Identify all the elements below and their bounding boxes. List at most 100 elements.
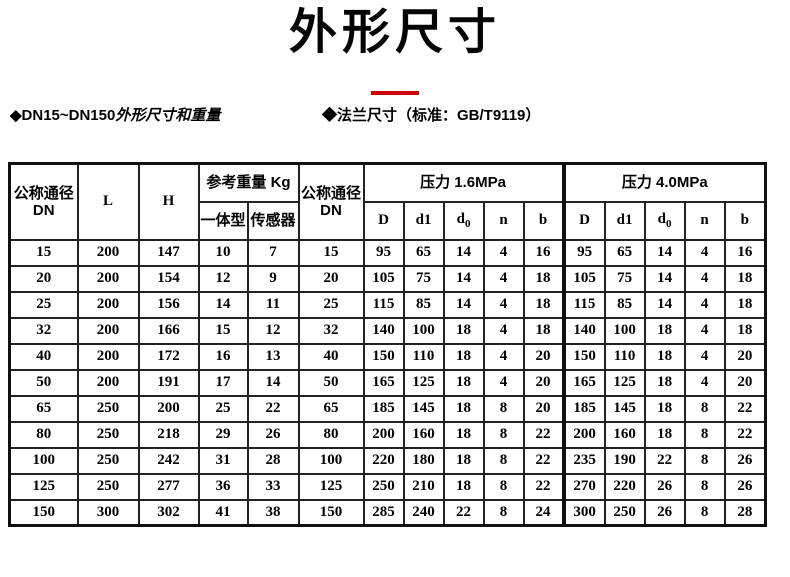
table-cell: 172 <box>137 342 200 371</box>
table-cell: 125 <box>603 368 646 397</box>
table-cell: 16 <box>723 238 767 267</box>
table-cell: 26 <box>246 420 300 449</box>
header-row-1: 公称通径 DN L H 参考重量 Kg 公称通径 DN 压力 1.6MPa 压力 4… <box>8 162 767 241</box>
table-cell: 18 <box>442 394 485 423</box>
table-row: 15 200 147 10 7 15 95 65 14 4 16 95 65 14 4 16 <box>8 238 767 267</box>
table-cell: 200 <box>76 290 140 319</box>
table-cell: 20 <box>522 342 565 371</box>
table-cell: 150 <box>561 342 606 371</box>
table-cell: 185 <box>561 394 606 423</box>
table-cell: 8 <box>683 446 726 475</box>
table-cell: 100 <box>402 316 445 345</box>
table-cell: 38 <box>246 498 300 527</box>
table-cell: 200 <box>76 264 140 293</box>
table-cell: 20 <box>297 264 365 293</box>
col-header-pressure-1-6mpa: 压力 1.6MPa <box>362 162 565 203</box>
table-cell: 22 <box>522 446 565 475</box>
table-cell: 65 <box>8 394 79 423</box>
table-cell: 115 <box>561 290 606 319</box>
table-cell: 50 <box>8 368 79 397</box>
table-cell: 250 <box>76 420 140 449</box>
table-row: 80 250 218 29 26 80 200 160 18 8 22 200 160 18 8 22 <box>8 420 767 449</box>
table-cell: 4 <box>482 290 525 319</box>
table-cell: 220 <box>362 446 405 475</box>
table-cell: 8 <box>683 394 726 423</box>
table-cell: 165 <box>362 368 405 397</box>
bullet-dimensions-emphasis: 外形尺寸和重量 <box>115 107 221 124</box>
table-cell: 100 <box>8 446 79 475</box>
table-cell: 22 <box>723 394 767 423</box>
table-cell: 36 <box>197 472 249 501</box>
table-cell: 15 <box>197 316 249 345</box>
col-header-n-16: n <box>482 200 525 241</box>
table-cell: 4 <box>683 264 726 293</box>
table-head: 公称通径 DN L H 参考重量 Kg 公称通径 DN 压力 1.6MPa 压力 4… <box>8 162 767 241</box>
table-cell: 75 <box>402 264 445 293</box>
table-cell: 250 <box>362 472 405 501</box>
table-cell: 32 <box>8 316 79 345</box>
table-cell: 140 <box>561 316 606 345</box>
table-cell: 25 <box>8 290 79 319</box>
col-header-H: H <box>137 162 200 241</box>
table-cell: 277 <box>137 472 200 501</box>
table-cell: 4 <box>683 368 726 397</box>
table-cell: 20 <box>723 368 767 397</box>
col-header-d1-40: d1 <box>603 200 646 241</box>
table-cell: 270 <box>561 472 606 501</box>
table-cell: 145 <box>603 394 646 423</box>
table-cell: 160 <box>603 420 646 449</box>
table-cell: 250 <box>76 394 140 423</box>
table-cell: 80 <box>8 420 79 449</box>
table-cell: 185 <box>362 394 405 423</box>
col-header-integrated: 一体型 <box>197 200 249 241</box>
col-header-nominal-diameter-line1: 公称通径 <box>13 184 74 202</box>
table-cell: 17 <box>197 368 249 397</box>
table-cell: 15 <box>8 238 79 267</box>
table-cell: 8 <box>683 420 726 449</box>
table-cell: 200 <box>561 420 606 449</box>
table-cell: 4 <box>482 342 525 371</box>
table-cell: 95 <box>362 238 405 267</box>
table-cell: 9 <box>246 264 300 293</box>
table-cell: 25 <box>197 394 249 423</box>
table-cell: 4 <box>683 316 726 345</box>
table-cell: 15 <box>297 238 365 267</box>
table-cell: 20 <box>8 264 79 293</box>
table-row: 150 300 302 41 38 150 285 240 22 8 24 300 250 26 8 28 <box>8 498 767 527</box>
table-cell: 4 <box>683 342 726 371</box>
table-cell: 18 <box>723 290 767 319</box>
col-header-pressure-4-0mpa: 压力 4.0MPa <box>561 162 767 203</box>
table-cell: 12 <box>246 316 300 345</box>
table-cell: 200 <box>76 368 140 397</box>
table-cell: 8 <box>482 420 525 449</box>
table-cell: 125 <box>402 368 445 397</box>
table-cell: 4 <box>683 290 726 319</box>
table-cell: 160 <box>402 420 445 449</box>
table-cell: 235 <box>561 446 606 475</box>
bullet-flange-standard: ◆法兰尺寸（标准：GB/T9119） <box>322 107 541 124</box>
table-cell: 210 <box>402 472 445 501</box>
table-cell: 190 <box>603 446 646 475</box>
table-cell: 18 <box>643 368 686 397</box>
table-cell: 18 <box>522 264 565 293</box>
table-cell: 18 <box>643 394 686 423</box>
table-cell: 100 <box>297 446 365 475</box>
table-cell: 22 <box>723 420 767 449</box>
table-cell: 242 <box>137 446 200 475</box>
bullet-row: ◆DN15~DN150外形尺寸和重量 ◆法兰尺寸（标准：GB/T9119） <box>0 104 790 124</box>
table-cell: 16 <box>522 238 565 267</box>
table-cell: 180 <box>402 446 445 475</box>
table-cell: 18 <box>643 420 686 449</box>
table-cell: 16 <box>197 342 249 371</box>
table-cell: 22 <box>643 446 686 475</box>
table-cell: 31 <box>197 446 249 475</box>
col-header-b-16: b <box>522 200 565 241</box>
table-cell: 14 <box>643 238 686 267</box>
table-cell: 18 <box>522 316 565 345</box>
table-cell: 156 <box>137 290 200 319</box>
table-row: 25 200 156 14 11 25 115 85 14 4 18 115 85 14 4 18 <box>8 290 767 319</box>
d0-subscript: 0 <box>464 217 471 230</box>
table-cell: 165 <box>561 368 606 397</box>
table-cell: 18 <box>442 342 485 371</box>
